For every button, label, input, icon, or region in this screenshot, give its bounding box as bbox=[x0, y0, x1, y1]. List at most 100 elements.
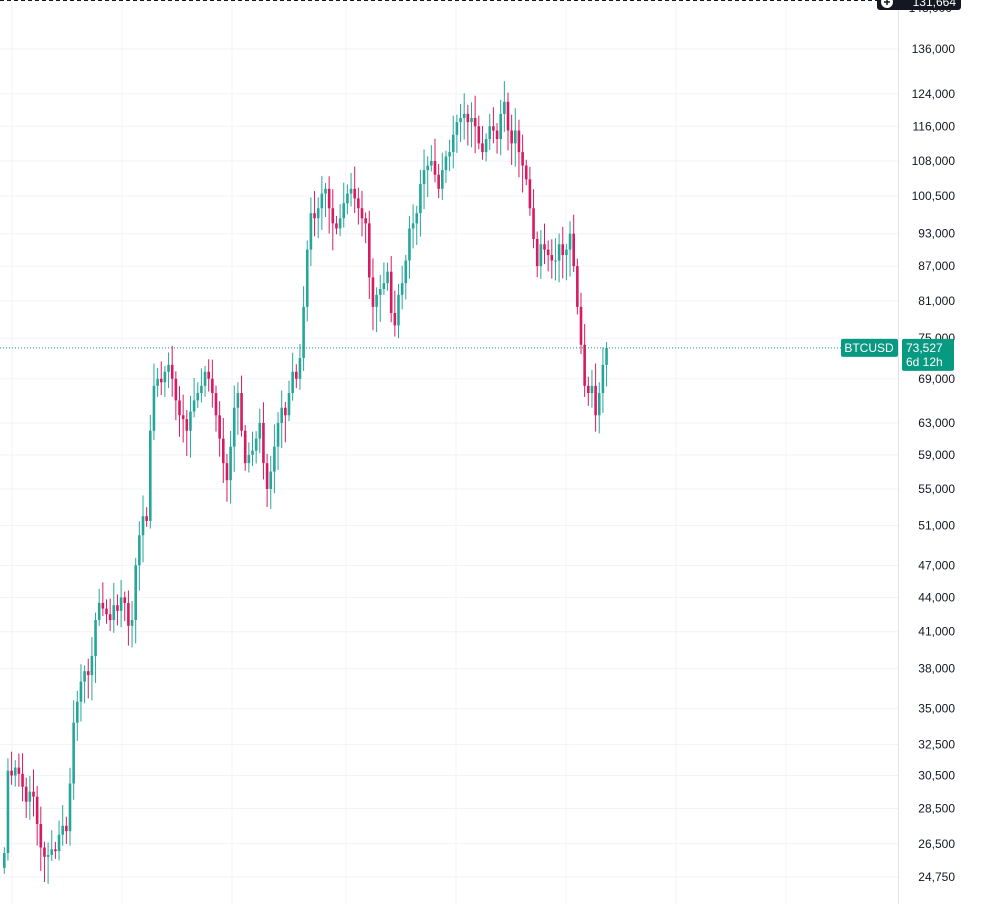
candle-body bbox=[254, 438, 258, 451]
candle-body bbox=[276, 422, 280, 447]
candle-body bbox=[535, 238, 539, 267]
candle-body bbox=[24, 786, 28, 802]
candle-body bbox=[532, 208, 535, 239]
candle-body bbox=[360, 208, 364, 219]
candle-body bbox=[484, 139, 488, 153]
candle bbox=[393, 290, 397, 337]
candle-body bbox=[587, 385, 590, 394]
candle-body bbox=[280, 407, 283, 423]
candle-body bbox=[287, 393, 291, 416]
candle-body bbox=[357, 198, 360, 209]
candle-body bbox=[364, 218, 367, 224]
candle bbox=[430, 145, 433, 172]
candle bbox=[105, 599, 108, 624]
candle bbox=[17, 753, 21, 787]
candle bbox=[357, 187, 360, 225]
candle bbox=[35, 785, 39, 846]
candle bbox=[108, 598, 112, 632]
candle bbox=[543, 223, 546, 265]
candle-body bbox=[185, 419, 189, 431]
candle-body bbox=[138, 535, 141, 566]
candle bbox=[167, 352, 170, 389]
candle bbox=[181, 394, 185, 443]
symbol-tag[interactable]: BTCUSD bbox=[841, 338, 898, 357]
candle bbox=[346, 184, 349, 215]
candle-body bbox=[149, 430, 152, 521]
candle-body bbox=[97, 602, 101, 621]
candle-body bbox=[557, 244, 561, 261]
candle bbox=[203, 365, 207, 397]
candle-body bbox=[17, 767, 21, 774]
candle bbox=[466, 104, 470, 146]
candle bbox=[576, 258, 579, 315]
candle bbox=[178, 386, 181, 437]
candle bbox=[305, 240, 309, 322]
price-tick-label: 51,000 bbox=[918, 519, 955, 533]
candle bbox=[503, 81, 506, 132]
candle bbox=[141, 495, 145, 563]
candle bbox=[313, 190, 316, 237]
candle-body bbox=[554, 260, 557, 262]
candle bbox=[185, 409, 189, 456]
candle bbox=[378, 274, 382, 322]
candle-body bbox=[192, 400, 196, 412]
candle bbox=[50, 830, 54, 861]
candle-body bbox=[411, 223, 415, 229]
candle bbox=[411, 204, 415, 249]
candle-body bbox=[203, 371, 207, 386]
candle bbox=[546, 240, 550, 272]
candle-body bbox=[386, 271, 389, 284]
candle bbox=[371, 258, 375, 331]
price-tick-label: 100,500 bbox=[912, 189, 956, 203]
candle bbox=[3, 847, 6, 874]
candle bbox=[21, 753, 24, 802]
candle bbox=[214, 385, 218, 432]
candle-body bbox=[116, 605, 119, 611]
candle bbox=[316, 197, 320, 239]
candle bbox=[43, 841, 46, 882]
candle-body bbox=[342, 203, 346, 219]
candle bbox=[557, 233, 561, 283]
candle-body bbox=[46, 854, 50, 857]
candle-body bbox=[167, 364, 170, 372]
candle bbox=[86, 658, 90, 699]
candle bbox=[13, 760, 17, 787]
candle-body bbox=[470, 117, 473, 123]
price-tick-label: 87,000 bbox=[918, 259, 955, 273]
top-price-label: 131,664 bbox=[913, 0, 957, 9]
candle-body bbox=[400, 283, 404, 295]
countdown-label: 6d 12h bbox=[906, 355, 943, 369]
price-tick-label: 26,500 bbox=[918, 837, 955, 851]
candle-body bbox=[313, 213, 316, 219]
candle bbox=[97, 588, 101, 626]
candle-body bbox=[35, 796, 39, 825]
price-tick-label: 63,000 bbox=[918, 416, 955, 430]
candle bbox=[152, 363, 156, 441]
candle bbox=[192, 378, 196, 418]
candle bbox=[6, 758, 10, 861]
candle bbox=[484, 133, 488, 162]
candle bbox=[528, 166, 532, 216]
candle bbox=[481, 125, 484, 160]
candle-body bbox=[123, 597, 127, 603]
candle bbox=[514, 108, 517, 167]
candle-body bbox=[514, 130, 517, 144]
candle bbox=[174, 371, 178, 421]
candle-body bbox=[550, 255, 554, 261]
candle-body bbox=[200, 385, 203, 394]
candle-body bbox=[232, 407, 236, 447]
candle bbox=[83, 665, 86, 704]
candle bbox=[554, 238, 557, 281]
candle bbox=[441, 152, 444, 200]
candle-body bbox=[601, 364, 605, 394]
candle bbox=[342, 182, 346, 228]
candle-body bbox=[258, 422, 262, 439]
price-tick-label: 30,500 bbox=[918, 768, 955, 782]
candle-body bbox=[273, 446, 276, 472]
candle-body bbox=[83, 671, 86, 682]
candle bbox=[397, 284, 400, 339]
candle-body bbox=[510, 130, 513, 144]
candle bbox=[568, 221, 572, 277]
